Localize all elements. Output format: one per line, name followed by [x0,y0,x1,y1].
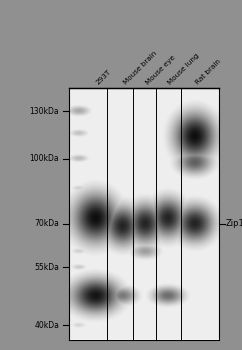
Text: 40kDa: 40kDa [34,321,59,330]
Text: Zip12: Zip12 [226,219,242,228]
Text: Mouse brain: Mouse brain [122,50,158,86]
Text: Rat brain: Rat brain [194,58,222,86]
Text: 55kDa: 55kDa [34,263,59,272]
Text: 293T: 293T [95,69,112,86]
Text: 70kDa: 70kDa [34,219,59,228]
Text: 100kDa: 100kDa [30,154,59,163]
Text: 130kDa: 130kDa [30,106,59,116]
Text: Mouse eye: Mouse eye [145,54,177,86]
Text: Mouse lung: Mouse lung [167,52,201,86]
